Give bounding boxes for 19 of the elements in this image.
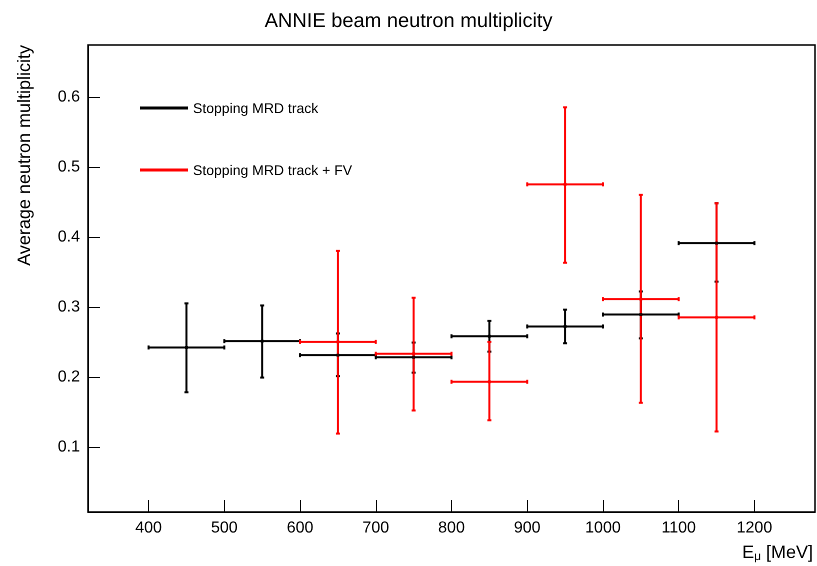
y-tick-label: 0.6 — [58, 88, 80, 106]
x-tick-label: 1100 — [661, 520, 696, 536]
y-tick-label: 0.4 — [58, 228, 80, 246]
x-tick-label: 800 — [438, 520, 465, 536]
x-tick-label: 500 — [210, 520, 238, 536]
x-tick-label: 700 — [362, 520, 390, 536]
y-tick-label: 0.5 — [58, 158, 80, 176]
x-tick-label: 400 — [135, 520, 162, 536]
y-tick-label: 0.1 — [58, 438, 80, 456]
legend-label: Stopping MRD track + FV — [193, 162, 353, 178]
x-tick-label: 600 — [286, 520, 314, 536]
chart-title: ANNIE beam neutron multiplicity — [264, 10, 552, 32]
x-tick-label: 900 — [514, 520, 541, 536]
y-tick-label: 0.2 — [58, 368, 80, 386]
x-tick-label: 1200 — [736, 520, 772, 536]
y-axis-title: Average neutron multiplicity — [14, 45, 34, 266]
legend-label: Stopping MRD track — [193, 100, 320, 116]
y-tick-label: 0.3 — [58, 298, 80, 316]
x-tick-label: 1000 — [585, 520, 621, 536]
